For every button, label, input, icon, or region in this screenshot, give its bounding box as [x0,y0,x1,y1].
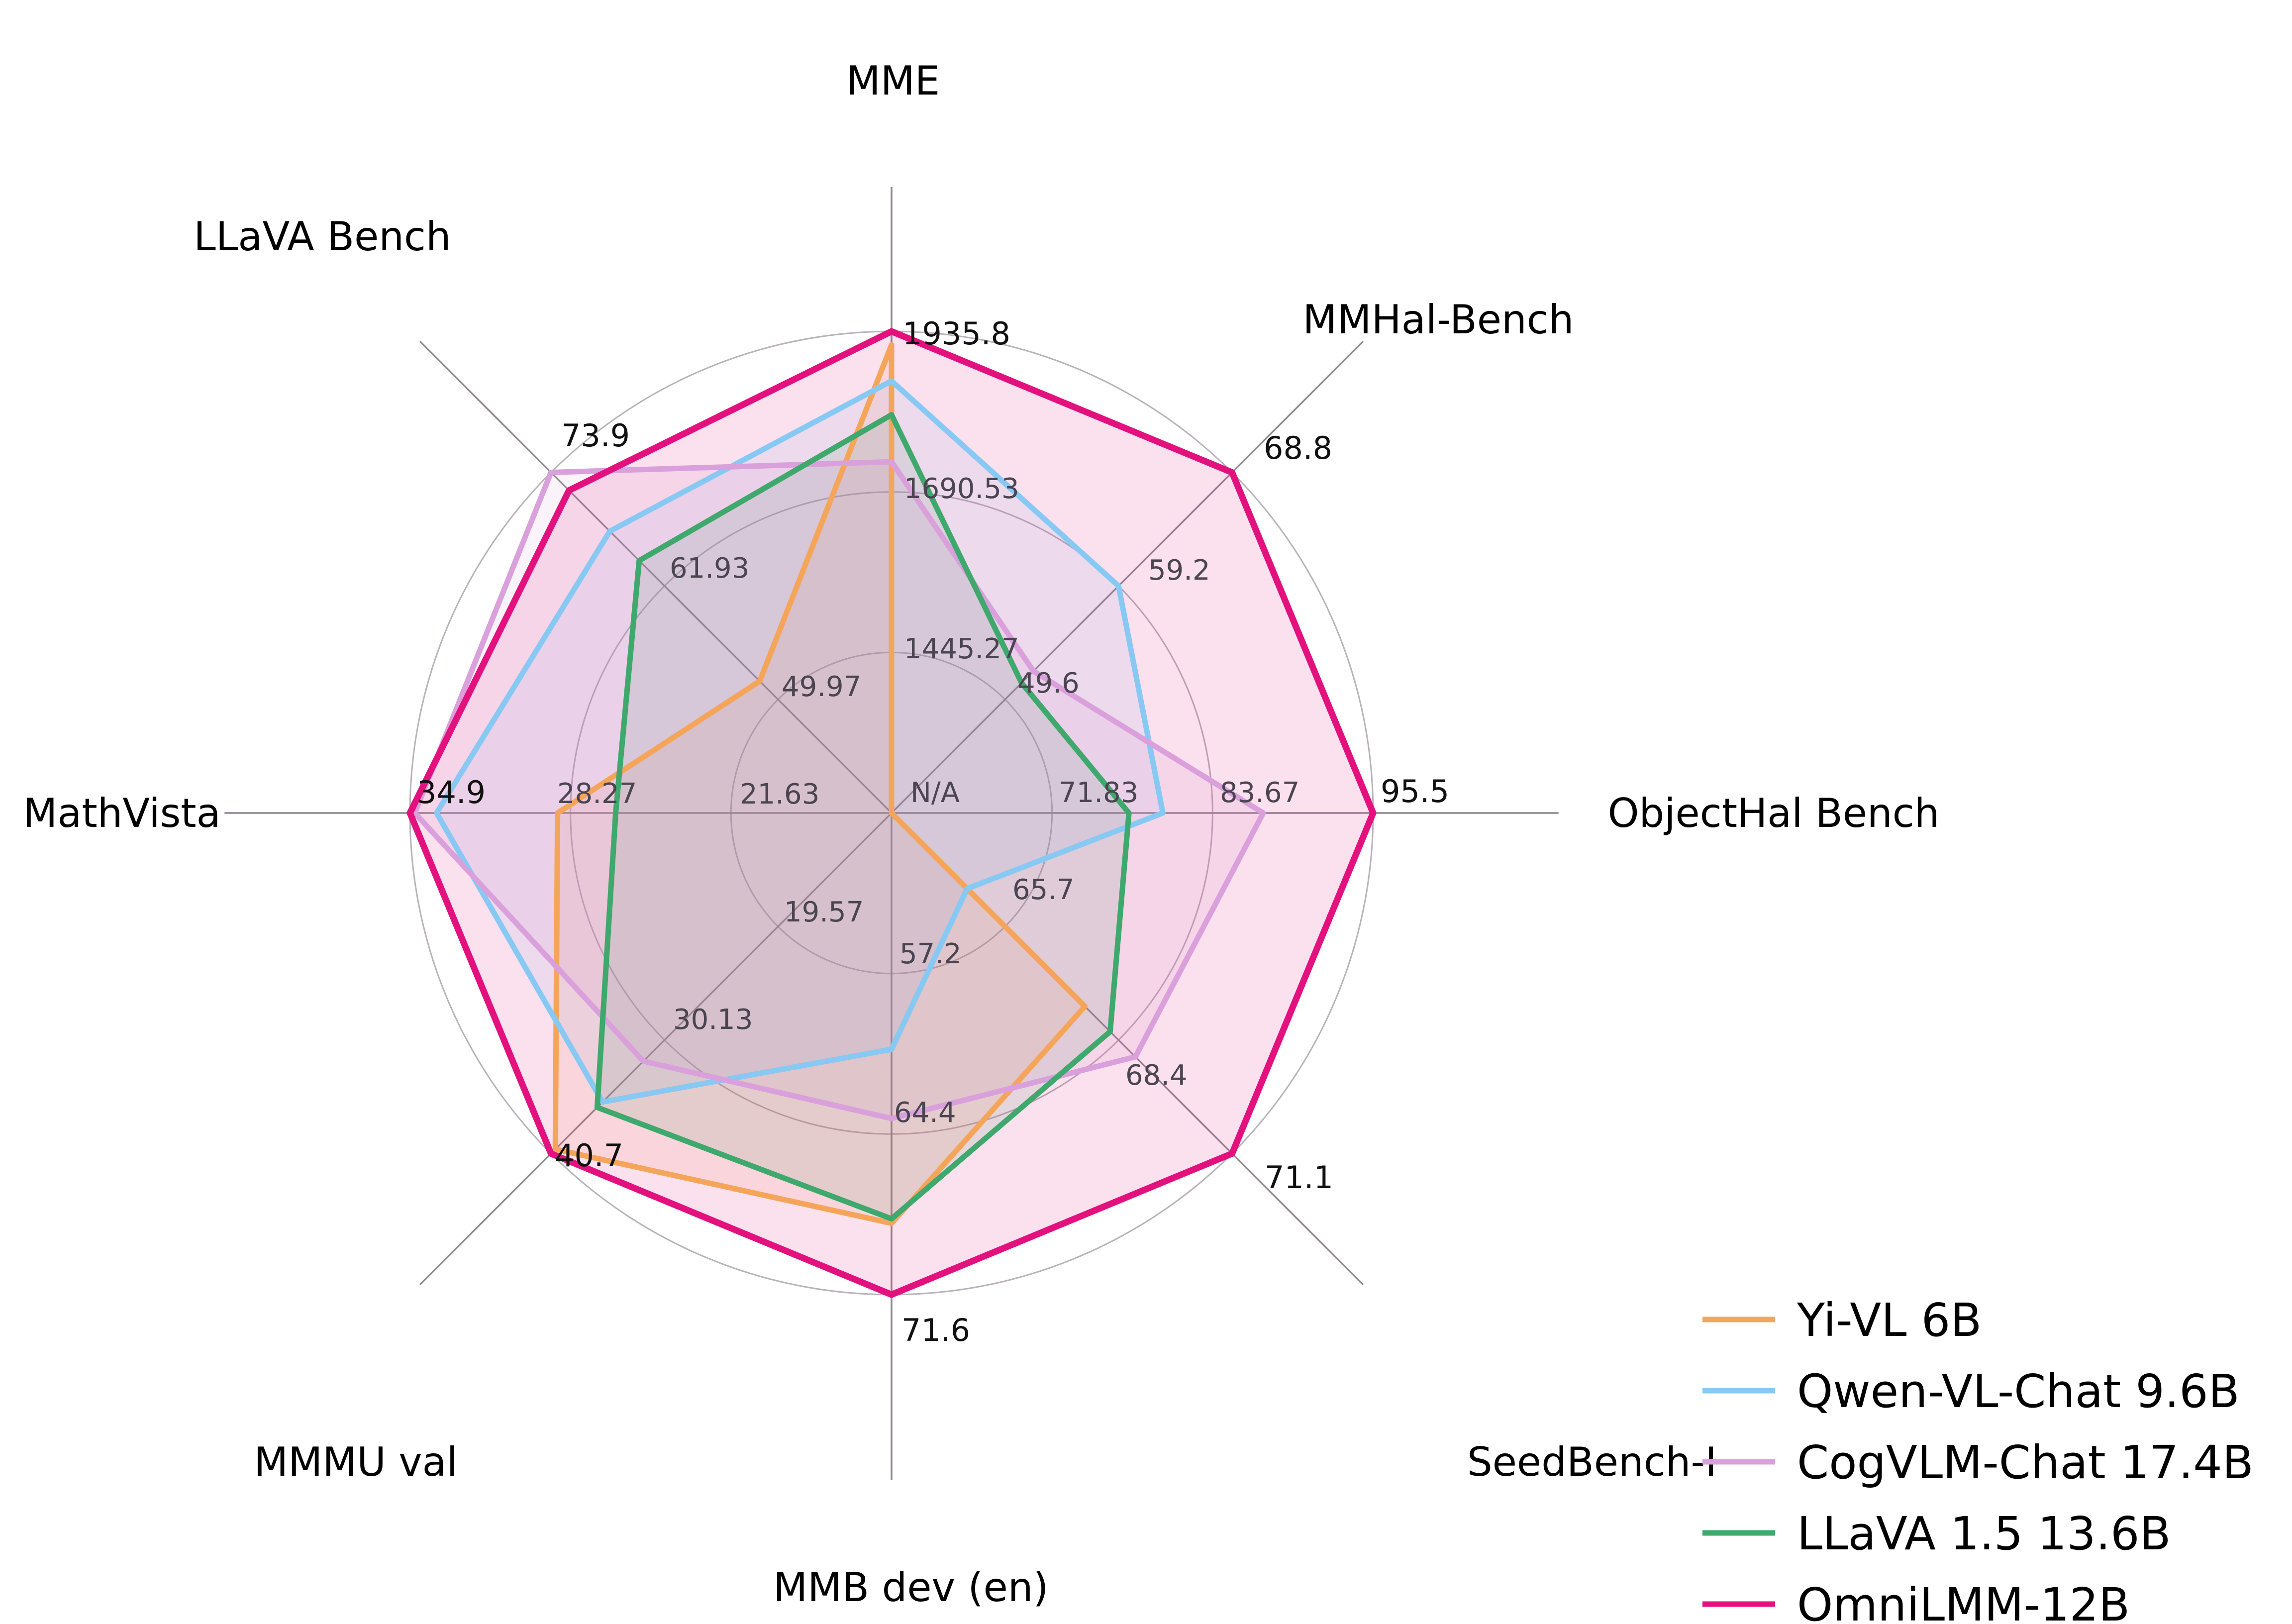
axis-title-mmmu-val: MMMU val [254,1439,458,1485]
tick-label: 1935.8 [902,315,1010,352]
tick-label: 65.7 [1012,874,1075,906]
legend: Yi-VL 6B Qwen-VL-Chat 9.6B CogVLM-Chat 17.… [1702,1294,2254,1624]
tick-label: 34.9 [417,774,486,811]
tick-label: 59.2 [1148,554,1210,587]
tick-label: 30.13 [673,1004,753,1036]
tick-label: 61.93 [670,552,749,585]
axis-title-llava-bench: LLaVA Bench [194,213,451,260]
tick-label: 71.6 [901,1312,970,1348]
axis-title-seedbench-i: SeedBench-I [1467,1439,1717,1485]
tick-label: 64.4 [894,1097,956,1129]
axis-title-mme: MME [846,58,940,104]
legend-label-yi-vl-6b: Yi-VL 6B [1796,1294,1982,1347]
tick-label: 49.6 [1017,667,1080,700]
axis-title-objecthal-bench: ObjectHal Bench [1608,790,1940,836]
tick-label: 57.2 [899,938,962,970]
axis-title-mathvista: MathVista [23,790,220,836]
series-outline-cogvlm-chat-17-4b [412,459,1266,1121]
tick-label: 28.27 [557,778,637,810]
ring-tick-labels: 1935.8 1690.53 1445.27 68.8 59.2 49.6 95.5 83.6… [417,315,1449,1348]
tick-label: 71.83 [1059,777,1138,809]
legend-label-cogvlm-chat-17-4b: CogVLM-Chat 17.4B [1797,1436,2254,1489]
axis-titles: MME MMHal-Bench ObjectHal Bench SeedBench-I… [23,58,1939,1611]
tick-label: 68.4 [1125,1059,1188,1092]
center-na-label: N/A [910,777,960,809]
series-fill-qwen-vl-chat-9-6b [436,381,1163,1102]
axis-spoke-mmhal-bench [891,340,1364,814]
series-outline-omnilmm-12b [406,328,1377,1298]
series-outlines [406,328,1377,1298]
tick-label: 49.97 [782,671,861,703]
tick-label: 95.5 [1381,773,1449,810]
tick-label: 1690.53 [904,473,1019,505]
tick-label: 73.9 [561,417,630,454]
tick-label: 21.63 [740,778,819,811]
series-outline-yi-vl-6b [552,342,1088,1226]
axis-spoke-mmmu-val [419,812,893,1286]
axis-title-mmb-dev-en-: MMB dev (en) [773,1564,1048,1611]
legend-label-qwen-vl-chat-9-6b: Qwen-VL-Chat 9.6B [1797,1365,2240,1418]
series-outline-llava-1-5-13-6b [594,412,1132,1222]
tick-label: 40.7 [555,1137,623,1174]
axis-title-mmhal-bench: MMHal-Bench [1303,297,1574,343]
series-fills [410,331,1373,1295]
tick-label: 19.57 [784,896,864,928]
tick-label: 1445.27 [904,633,1019,665]
series-fill-llava-1-5-13-6b [597,414,1129,1219]
series-fill-cogvlm-chat-17-4b [414,462,1264,1118]
legend-label-omnilmm-12b: OmniLMM-12B [1797,1578,2130,1624]
tick-label: 71.1 [1265,1159,1333,1196]
legend-label-llava-1-5-13-6b: LLaVA 1.5 13.6B [1797,1507,2171,1560]
series-fill-yi-vl-6b [555,345,1085,1223]
series-outline-qwen-vl-chat-9-6b [434,378,1166,1105]
axis-spoke-llava-bench [419,340,893,814]
tick-label: 68.8 [1264,430,1332,466]
tick-label: 83.67 [1220,777,1299,809]
